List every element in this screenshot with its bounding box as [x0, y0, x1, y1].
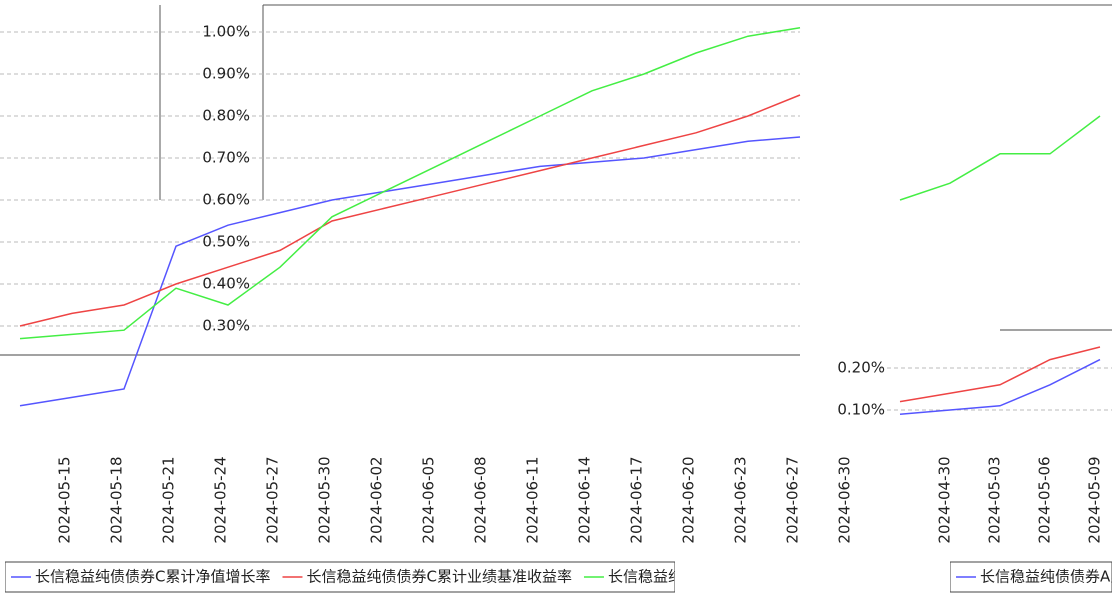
legend-label: 长信稳益纯债债券C累计业绩基准收益率 — [306, 568, 571, 586]
x-tick-label: 2024-05-09 — [1086, 456, 1104, 543]
x-tick-label: 2024-06-11 — [524, 456, 542, 543]
series-line — [19, 136, 801, 407]
x-tick-label: 2024-06-05 — [420, 456, 438, 543]
x-tick-label: 2024-05-18 — [108, 456, 126, 543]
legend-box — [5, 561, 675, 593]
y-tick-label: 0.40% — [202, 275, 250, 293]
x-tick-label: 2024-06-08 — [472, 456, 490, 543]
x-tick-label: 2024-06-14 — [576, 456, 594, 543]
x-tick-label: 2024-05-21 — [160, 456, 178, 543]
series-line — [899, 358, 1101, 415]
series-line — [899, 346, 1101, 403]
x-tick-label: 2024-06-27 — [784, 456, 802, 543]
y-tick-label: 0.10% — [837, 401, 885, 419]
x-tick-label: 2024-04-30 — [936, 456, 954, 543]
y-tick-label: 0.20% — [837, 359, 885, 377]
x-tick-label: 2024-05-30 — [316, 456, 334, 543]
legend: 长信稳益纯债债券A累计净值增长率长信稳益纯债债券A累计业绩基准收益率长信稳益纯债… — [950, 561, 1112, 593]
y-tick-label: 0.60% — [202, 191, 250, 209]
y-tick-label: 0.70% — [202, 149, 250, 167]
y-tick-label: 0.80% — [202, 107, 250, 125]
x-tick-label: 2024-06-30 — [836, 456, 854, 543]
legend-box — [950, 561, 1112, 593]
x-tick-label: 2024-05-06 — [1036, 456, 1054, 543]
legend-label: 长信稳益纯债债券C累计净值增长率 — [35, 568, 270, 586]
legend: 长信稳益纯债债券C累计净值增长率 长信稳益纯债债券C累计业绩基准收益率 长信稳益纯债… — [5, 561, 798, 593]
x-tick-label: 2024-06-17 — [628, 456, 646, 543]
y-tick-label: 0.90% — [202, 65, 250, 83]
y-tick-label: 0.50% — [202, 233, 250, 251]
series-line — [19, 27, 801, 340]
y-tick-label: 1.00% — [202, 23, 250, 41]
y-tick-label: 0.30% — [202, 317, 250, 335]
x-tick-label: 2024-06-20 — [680, 456, 698, 543]
x-tick-label: 2024-05-15 — [56, 456, 74, 543]
x-tick-label: 2024-06-02 — [368, 456, 386, 543]
x-tick-label: 2024-06-23 — [732, 456, 750, 543]
x-tick-label: 2024-05-27 — [264, 456, 282, 543]
x-tick-label: 2024-05-03 — [986, 456, 1004, 543]
legend-label: 长信稳益纯债债券C同类排名 — [608, 568, 798, 586]
legend-label: 长信稳益纯债债券A累计净值增长率 — [980, 568, 1112, 586]
x-tick-label: 2024-05-24 — [212, 456, 230, 543]
series-line — [19, 94, 801, 327]
series-line — [899, 115, 1101, 201]
